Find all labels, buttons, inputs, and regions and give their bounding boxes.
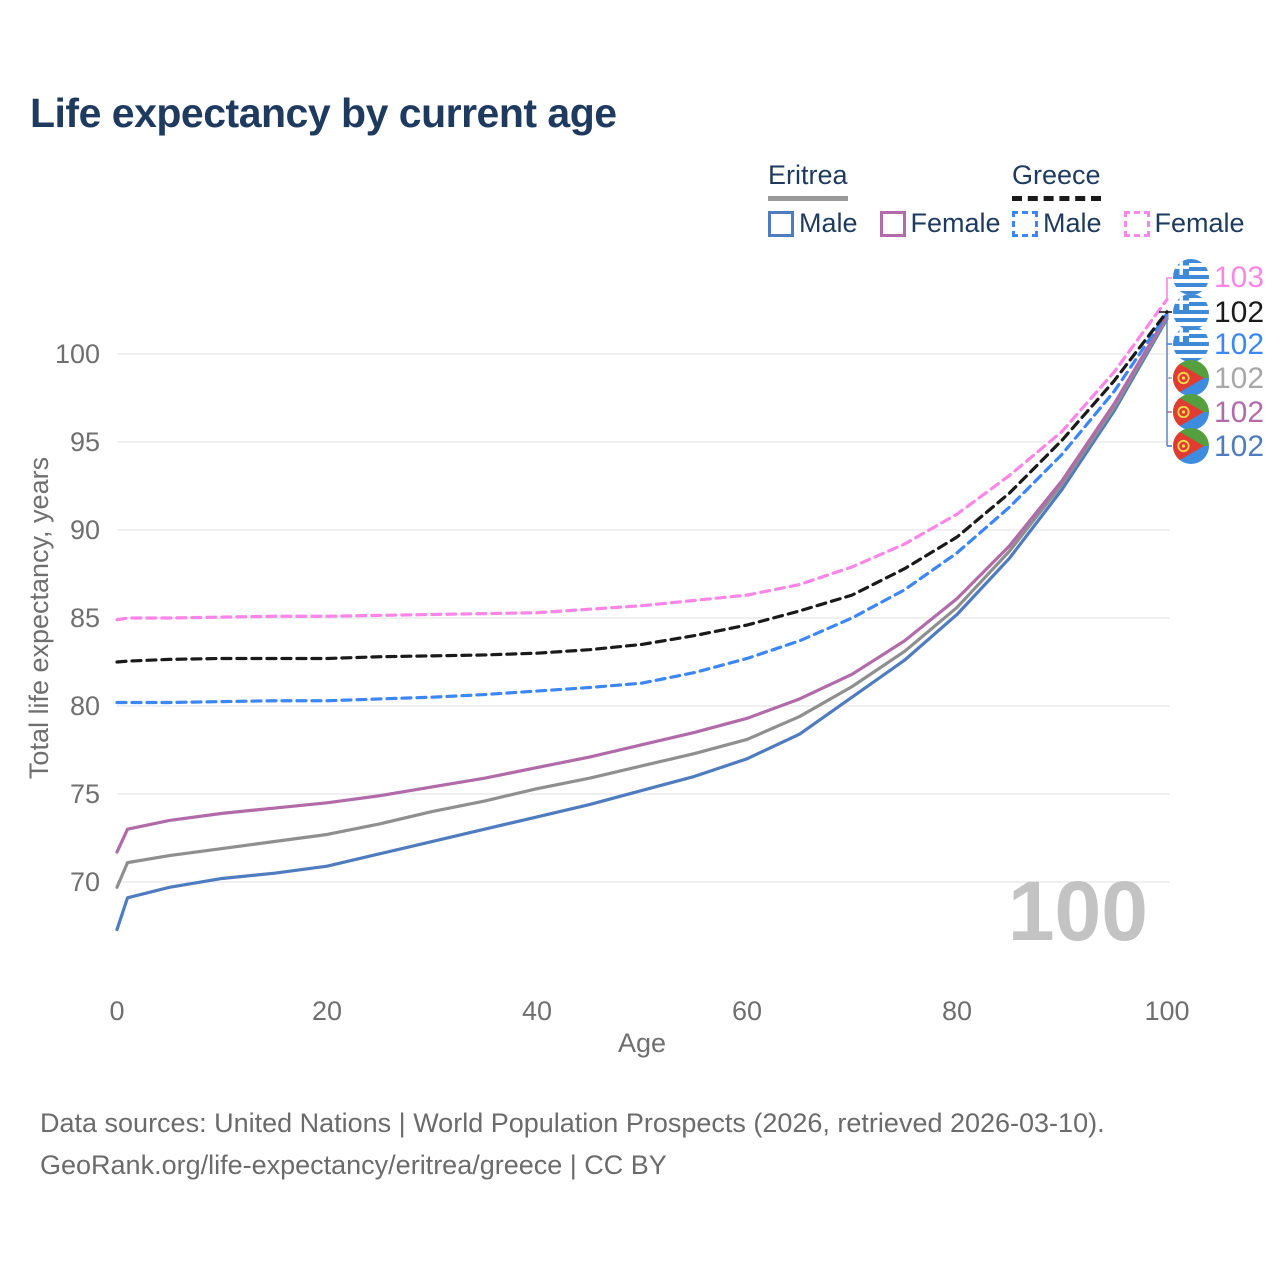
y-tick-90: 90 bbox=[70, 515, 100, 545]
connector-greece-female bbox=[1166, 277, 1172, 300]
series-line-greece-female[interactable] bbox=[115, 297, 1169, 622]
y-tick-95: 95 bbox=[70, 427, 100, 457]
page-title: Life expectancy by current age bbox=[30, 90, 617, 136]
end-label-eritrea-male: 102 bbox=[1214, 430, 1264, 463]
series-line-greece-male[interactable] bbox=[115, 311, 1169, 705]
y-axis-title: Total life expectancy, years bbox=[24, 457, 54, 779]
series-line-eritrea-female[interactable] bbox=[115, 313, 1169, 854]
x-axis-title: Age bbox=[618, 1028, 666, 1058]
x-tick-0: 0 bbox=[109, 996, 124, 1026]
y-tick-75: 75 bbox=[70, 779, 100, 809]
source-line-2: GeoRank.org/life-expectancy/eritrea/gree… bbox=[40, 1150, 667, 1180]
legend-group-eritrea: Eritrea Male Female bbox=[768, 160, 1023, 239]
legend-item-label: Male bbox=[1043, 208, 1102, 238]
legend-item-greece-female[interactable]: Female bbox=[1123, 208, 1245, 239]
end-label-greece: 102 bbox=[1214, 296, 1264, 329]
x-tick-20: 20 bbox=[312, 996, 342, 1026]
legend-item-greece-male[interactable]: Male bbox=[1012, 208, 1102, 239]
greece-male-swatch-icon bbox=[1012, 210, 1038, 237]
legend-item-label: Male bbox=[799, 208, 858, 238]
legend-item-eritrea-male[interactable]: Male bbox=[768, 208, 858, 239]
series-line-eritrea-male[interactable] bbox=[115, 317, 1169, 932]
legend-item-label: Female bbox=[910, 208, 1001, 238]
eritrea-flag-icon bbox=[1173, 394, 1209, 430]
watermark-age: 100 bbox=[1008, 864, 1148, 958]
legend-country-greece[interactable]: Greece bbox=[1012, 160, 1101, 201]
legend-country-eritrea[interactable]: Eritrea bbox=[768, 160, 848, 201]
x-tick-40: 40 bbox=[522, 996, 552, 1026]
y-tick-70: 70 bbox=[70, 867, 100, 897]
y-tick-85: 85 bbox=[70, 603, 100, 633]
legend: Eritrea Male Female Greece Male bbox=[0, 160, 1280, 240]
end-label-eritrea: 102 bbox=[1214, 362, 1264, 395]
greece-flag-icon bbox=[1173, 326, 1209, 362]
eritrea-male-swatch-icon bbox=[768, 210, 794, 237]
end-label-greece-male: 102 bbox=[1214, 328, 1264, 361]
greece-female-swatch-icon bbox=[1123, 210, 1150, 237]
greece-flag-icon bbox=[1173, 259, 1209, 295]
x-tick-60: 60 bbox=[732, 996, 762, 1026]
eritrea-female-swatch-icon bbox=[879, 210, 906, 237]
source-line-1: Data sources: United Nations | World Pop… bbox=[40, 1108, 1105, 1138]
x-tick-100: 100 bbox=[1144, 996, 1189, 1026]
greece-flag-icon bbox=[1173, 294, 1209, 330]
y-tick-80: 80 bbox=[70, 691, 100, 721]
end-label-greece-female: 103 bbox=[1214, 261, 1264, 294]
y-tick-100: 100 bbox=[55, 339, 100, 369]
eritrea-flag-icon bbox=[1173, 360, 1209, 396]
legend-item-label: Female bbox=[1154, 208, 1245, 238]
series-line-greece[interactable] bbox=[115, 310, 1169, 664]
end-label-eritrea-female: 102 bbox=[1214, 396, 1264, 429]
x-tick-80: 80 bbox=[942, 996, 972, 1026]
legend-item-eritrea-female[interactable]: Female bbox=[879, 208, 1001, 239]
legend-group-greece: Greece Male Female bbox=[1012, 160, 1267, 239]
eritrea-flag-icon bbox=[1173, 428, 1209, 464]
source-note: Data sources: United Nations | World Pop… bbox=[40, 1102, 1105, 1186]
series-line-eritrea[interactable] bbox=[115, 315, 1169, 889]
